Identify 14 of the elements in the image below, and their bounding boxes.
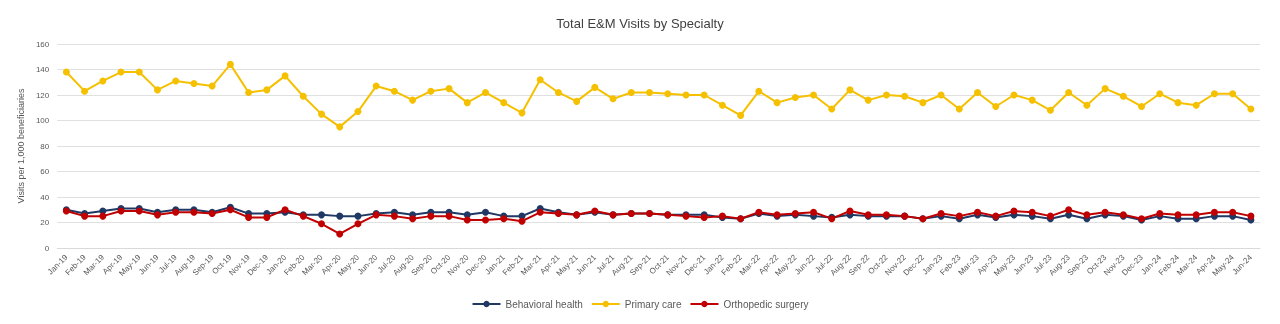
y-tick-label: 100 bbox=[35, 116, 50, 125]
y-tick-label: 0 bbox=[44, 243, 50, 253]
y-tick-label: 120 bbox=[35, 90, 50, 100]
y-tick-label: 80 bbox=[40, 141, 50, 151]
y-tick-label: 20 bbox=[40, 218, 50, 227]
y-tick-label: 140 bbox=[35, 65, 50, 74]
y-tick-label: 160 bbox=[35, 39, 50, 49]
y-tick-label: 60 bbox=[40, 167, 50, 176]
y-tick-label: 40 bbox=[40, 192, 50, 202]
chart-title: Total E&M Visits by Specialty bbox=[556, 16, 725, 31]
legend-label: Orthopedic surgery bbox=[723, 298, 809, 310]
legend-label: Primary care bbox=[624, 298, 682, 310]
y-axis-title: Visits per 1,000 beneficiaries bbox=[15, 88, 26, 204]
legend-label: Behavioral health bbox=[505, 298, 583, 310]
